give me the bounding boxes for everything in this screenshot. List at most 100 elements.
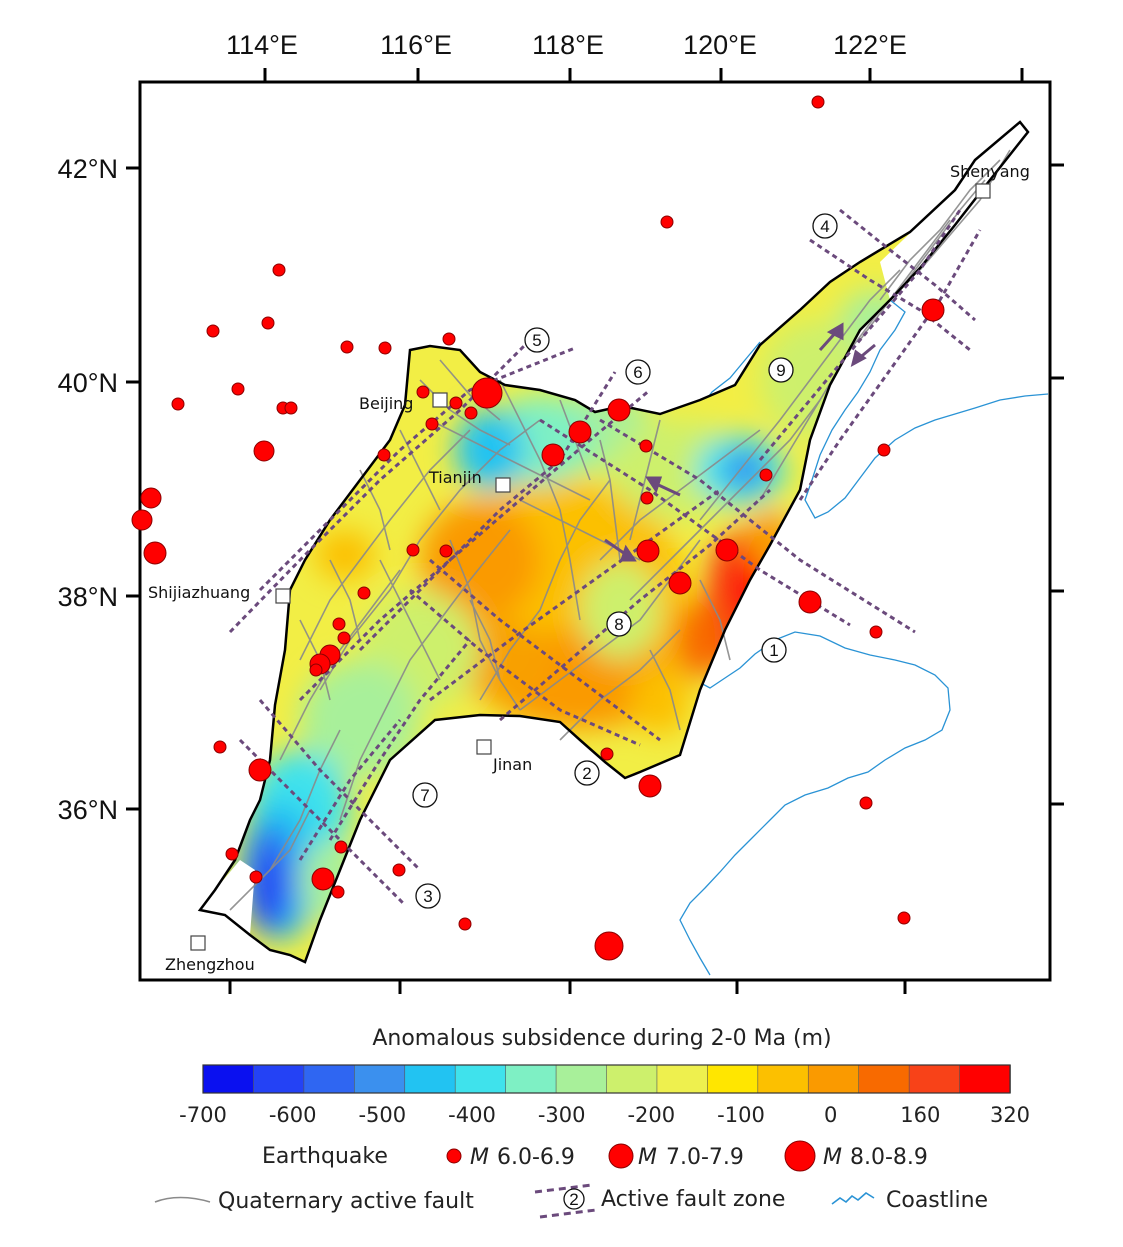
colorbar-tick-label: -500 [358, 1103, 406, 1127]
eq-m6 [442, 332, 456, 346]
colorbar-swatch [707, 1064, 759, 1094]
fault-zone-legend-symbol-top [534, 1183, 593, 1194]
city-label-beijing: Beijing [359, 394, 413, 413]
eq-legend-m7-label: 7.0-7.9 [666, 1145, 744, 1170]
eq-m6 [464, 406, 478, 420]
eq-legend-m8-label: 8.0-8.9 [850, 1145, 928, 1170]
colorbar-swatch [555, 1064, 608, 1094]
eq-m6 [225, 847, 239, 861]
fault-zone-labels: 1 2 3 4 5 6 7 8 9 [412, 213, 838, 909]
eq-m6 [284, 401, 298, 415]
fault-zone-label-5: 5 [532, 331, 541, 350]
city-marker-shenyang [975, 183, 991, 199]
eq-m7 [541, 443, 565, 467]
eq-m6 [640, 491, 654, 505]
eq-m6 [449, 396, 463, 410]
city-label-zhengzhou: Zhengzhou [165, 955, 255, 974]
colorbar-tick-label: -300 [538, 1103, 586, 1127]
eq-m6 [206, 324, 220, 338]
colorbar-swatch [908, 1064, 961, 1094]
eq-m6 [639, 439, 653, 453]
coastline-legend-symbol [831, 1192, 875, 1205]
colorbar-tick-label: -100 [717, 1103, 765, 1127]
eq-m6 [272, 263, 286, 277]
eq-m6 [261, 316, 275, 330]
lat-tick-40: 40°N [58, 368, 118, 398]
eq-m7 [921, 298, 945, 322]
eq-m6 [309, 663, 323, 677]
eq-m8 [471, 377, 503, 409]
colorbar-title: Anomalous subsidence during 2-0 Ma (m) [372, 1026, 831, 1051]
fault-zone-label-6: 6 [633, 363, 642, 382]
colorbar-tick-label: -600 [269, 1103, 317, 1127]
eq-m6 [458, 917, 472, 931]
eq-m6 [213, 740, 227, 754]
city-label-jinan: Jinan [492, 755, 532, 774]
fault-zone-label-2: 2 [582, 764, 591, 783]
earthquake-legend-label: Earthquake [262, 1144, 388, 1169]
eq-m7 [143, 541, 167, 565]
eq-m6 [811, 95, 825, 109]
eq-m6 [759, 468, 773, 482]
fault-zone-legend-number: 2 [569, 1190, 578, 1209]
eq-m6 [425, 417, 439, 431]
fault-zone-label-8: 8 [614, 615, 623, 634]
eq-m6 [171, 397, 185, 411]
lon-tick-120: 120°E [683, 30, 757, 60]
eq-m6 [877, 443, 891, 457]
colorbar-swatch [606, 1064, 658, 1094]
earthquakes [131, 95, 945, 961]
colorbar-swatch [858, 1064, 910, 1094]
eq-legend-m8-prefix: M [823, 1145, 842, 1170]
fault-zone-label-1: 1 [769, 641, 778, 660]
eq-legend-m6-label: 6.0-6.9 [497, 1145, 575, 1170]
colorbar-tick-label: -700 [179, 1103, 227, 1127]
colorbar-swatch [303, 1064, 356, 1094]
eq-m6 [332, 617, 346, 631]
fault-legend-symbol [154, 1196, 211, 1203]
colorbar-swatch [454, 1064, 507, 1094]
longitude-labels: 114°E 116°E 118°E 120°E 122°E [226, 30, 907, 60]
eq-legend-m6-symbol [446, 1148, 462, 1164]
eq-m7 [568, 420, 592, 444]
fault-zone-label-4: 4 [820, 217, 829, 236]
eq-m7 [311, 867, 335, 891]
eq-m6 [357, 586, 371, 600]
city-marker-beijing [432, 392, 448, 408]
colorbar-tick-label: 0 [824, 1103, 837, 1127]
eq-m7 [248, 758, 272, 782]
colorbar-tick-label: 320 [990, 1103, 1030, 1127]
lat-tick-38: 38°N [58, 582, 118, 612]
eq-m7 [668, 571, 692, 595]
fault-zone-label-7: 7 [420, 786, 429, 805]
lat-tick-42: 42°N [58, 154, 118, 184]
city-label-shijiazhuang: Shijiazhuang [148, 583, 250, 602]
colorbar-swatch [505, 1064, 557, 1094]
colorbar-tick-label: 160 [900, 1103, 940, 1127]
eq-m6 [377, 448, 391, 462]
eq-legend-m7-symbol [608, 1143, 634, 1169]
slip-arrows [604, 322, 876, 562]
eq-m6 [340, 340, 354, 354]
eq-m6 [231, 382, 245, 396]
lat-tick-36: 36°N [58, 795, 118, 825]
lon-tick-116: 116°E [380, 30, 452, 60]
colorbar-swatch [404, 1064, 456, 1094]
colorbar-tick-label: -400 [448, 1103, 496, 1127]
fault-zone-legend-label: Active fault zone [601, 1187, 785, 1212]
eq-legend-m7-prefix: M [638, 1145, 657, 1170]
lon-tick-114: 114°E [226, 30, 298, 60]
eq-m7 [638, 774, 662, 798]
city-marker-shijiazhuang [275, 588, 291, 604]
fault-zone-label-9: 9 [776, 361, 785, 380]
eq-m6 [331, 885, 345, 899]
eq-m6 [660, 215, 674, 229]
eq-m6 [392, 863, 406, 877]
city-marker-jinan [476, 739, 492, 755]
latitude-labels: 42°N 40°N 38°N 36°N [58, 154, 118, 825]
eq-m7 [715, 538, 739, 562]
colorbar [202, 1064, 1011, 1094]
colorbar-frame [202, 1064, 1011, 1094]
fault-zone-label-3: 3 [423, 887, 432, 906]
